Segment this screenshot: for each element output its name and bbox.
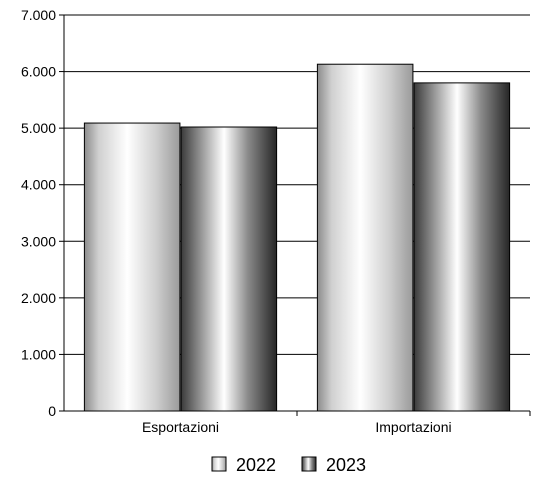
legend: 2022 2023 (211, 455, 366, 475)
y-tick-label: 7.000 (21, 7, 56, 23)
y-tick-label: 3.000 (21, 233, 56, 249)
y-tick-label: 2.000 (21, 290, 56, 306)
y-tick-label: 6.000 (21, 64, 56, 80)
x-category-label: Importazioni (375, 419, 451, 435)
bar-2022-esportazioni (83, 122, 181, 412)
bar-2023-esportazioni (180, 126, 278, 412)
y-tick-label: 5.000 (21, 120, 56, 136)
x-category-label: Esportazioni (142, 419, 219, 435)
bars (83, 63, 511, 412)
legend-label-2022: 2022 (236, 455, 276, 475)
legend-swatch-2023 (301, 456, 317, 472)
y-tick-label: 4.000 (21, 177, 56, 193)
bar-2023-importazioni (413, 82, 511, 412)
axis-labels: 0 1.000 2.000 3.000 4.000 5.000 6.000 7.000 Espo… (21, 7, 452, 435)
y-tick-label: 0 (48, 403, 56, 419)
legend-label-2023: 2023 (326, 455, 366, 475)
y-tick-label: 1.000 (21, 346, 56, 362)
legend-swatch-2022 (211, 456, 227, 472)
bar-2022-importazioni (316, 63, 414, 412)
